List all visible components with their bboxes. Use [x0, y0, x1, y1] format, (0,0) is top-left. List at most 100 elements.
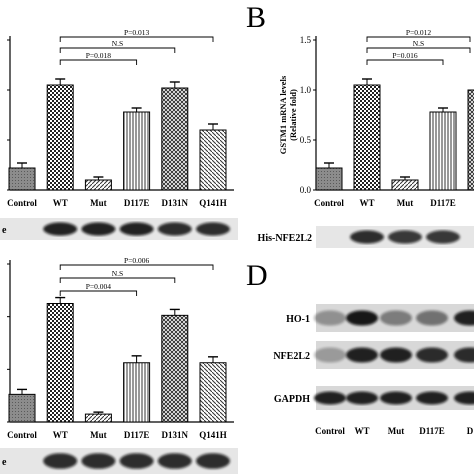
blot-band: [196, 222, 230, 236]
y-axis-label: GSTM1 mRNA levels: [278, 75, 288, 154]
blot-band: [314, 347, 346, 363]
blot-band: [454, 391, 474, 405]
p-value-label: N.S: [112, 269, 123, 278]
category-label: WT: [53, 430, 68, 440]
blot-band: [380, 310, 412, 326]
significance-bracket: [59, 36, 214, 42]
p-value-label: N.S: [112, 39, 123, 48]
chart-b: 0.0 0.5 1.0 1.5 GSTM1 mRNA levels (Relative f…: [258, 28, 474, 248]
category-label: Q141H: [199, 198, 227, 208]
significance-bracket: [59, 47, 176, 53]
bar-mut: [84, 413, 112, 423]
category-label: Mut: [397, 198, 414, 208]
category-label: D131N: [162, 198, 189, 208]
blot-band: [454, 310, 474, 326]
blot-band: [416, 391, 448, 405]
p-value-label: P=0.013: [124, 28, 150, 37]
blot-band: [426, 230, 460, 244]
bar-mut: [391, 179, 419, 191]
blot-band: [388, 230, 422, 244]
blot-row-label: GAPDH: [274, 394, 310, 405]
category-label: D117E: [124, 430, 150, 440]
blot-lane-label: Mut: [388, 426, 405, 436]
blot-lane-label: D: [467, 426, 474, 436]
significance-bracket: [366, 59, 444, 65]
y-tick-label: 0.0: [300, 185, 312, 195]
blot-band: [157, 453, 192, 469]
bar-control: [8, 167, 36, 191]
blot-band: [81, 222, 116, 236]
bar-d: [467, 89, 474, 191]
bar-mut: [84, 179, 112, 191]
blot-label: His-NFE2L2: [258, 233, 312, 244]
category-label: Control: [314, 198, 344, 208]
p-value-label: P=0.012: [406, 28, 432, 37]
bar-wt: [46, 84, 74, 191]
bar-q141h: [199, 129, 227, 191]
blot-lane-label: Control: [315, 426, 345, 436]
bar-wt: [353, 84, 381, 191]
blot-band: [314, 310, 346, 326]
chart-c: Control WT Mut D117E D131N Q141H P=0.006N.SP=0…: [0, 256, 238, 474]
p-value-label: P=0.004: [86, 282, 112, 291]
blot-band: [346, 310, 378, 326]
significance-bracket: [59, 290, 138, 296]
blot-label: e: [2, 225, 7, 236]
blot-band: [380, 391, 412, 405]
category-label: Q141H: [199, 430, 227, 440]
significance-bracket: [366, 36, 471, 42]
blot-band: [346, 391, 378, 405]
bar-d117e: [429, 111, 457, 191]
significance-bracket: [59, 264, 214, 270]
blot-row-label: HO-1: [286, 314, 310, 325]
western-blot-d: HO-1 NFE2L2 GAPDH Control WT Mut D117E D: [273, 304, 474, 436]
category-label: WT: [359, 198, 374, 208]
bar-control: [315, 167, 343, 191]
y-tick-label: 1.5: [300, 35, 312, 45]
blot-band: [380, 347, 412, 363]
blot-band: [314, 391, 346, 405]
bar-d131n: [161, 87, 189, 191]
y-tick-label: 0.5: [300, 135, 312, 145]
blot-lane-label: D117E: [419, 426, 445, 436]
bar-d117e: [123, 362, 151, 423]
bar-control: [8, 393, 36, 423]
blot-band: [416, 347, 448, 363]
blot-band: [350, 230, 384, 244]
p-value-label: P=0.016: [392, 51, 418, 60]
bar-d117e: [123, 111, 151, 191]
category-label: Mut: [90, 198, 107, 208]
blot-band: [119, 222, 154, 236]
blot-band: [119, 453, 154, 469]
blot-label: e: [2, 457, 7, 468]
category-label: Control: [7, 198, 37, 208]
significance-bracket: [366, 47, 471, 53]
blot-row-label: NFE2L2: [273, 351, 310, 362]
blot-lane-label: WT: [354, 426, 369, 436]
bar-q141h: [199, 362, 227, 423]
p-value-label: N.S: [413, 39, 424, 48]
y-axis-label-unit: (Relative fold): [288, 89, 298, 141]
panel-letter-d: D: [246, 259, 268, 292]
bar-d131n: [161, 314, 189, 423]
p-value-label: P=0.018: [86, 51, 112, 60]
blot-band: [196, 453, 230, 469]
bar-wt: [46, 303, 74, 423]
category-label: Mut: [90, 430, 107, 440]
chart-a: Control WT Mut D117E D131N Q141H P=0.013N.SP=0…: [0, 28, 238, 240]
category-label: Control: [7, 430, 37, 440]
blot-band: [416, 310, 448, 326]
p-value-label: P=0.006: [124, 256, 150, 265]
y-tick-label: 1.0: [300, 85, 312, 95]
blot-band: [81, 453, 116, 469]
category-label: D117E: [430, 198, 456, 208]
category-label: D117E: [124, 198, 150, 208]
blot-band: [43, 222, 78, 236]
category-label: D131N: [162, 430, 189, 440]
significance-bracket: [59, 59, 138, 65]
category-label: WT: [53, 198, 68, 208]
blot-band: [43, 453, 78, 469]
panel-letter-b: B: [246, 1, 266, 34]
blot-band: [454, 347, 474, 363]
